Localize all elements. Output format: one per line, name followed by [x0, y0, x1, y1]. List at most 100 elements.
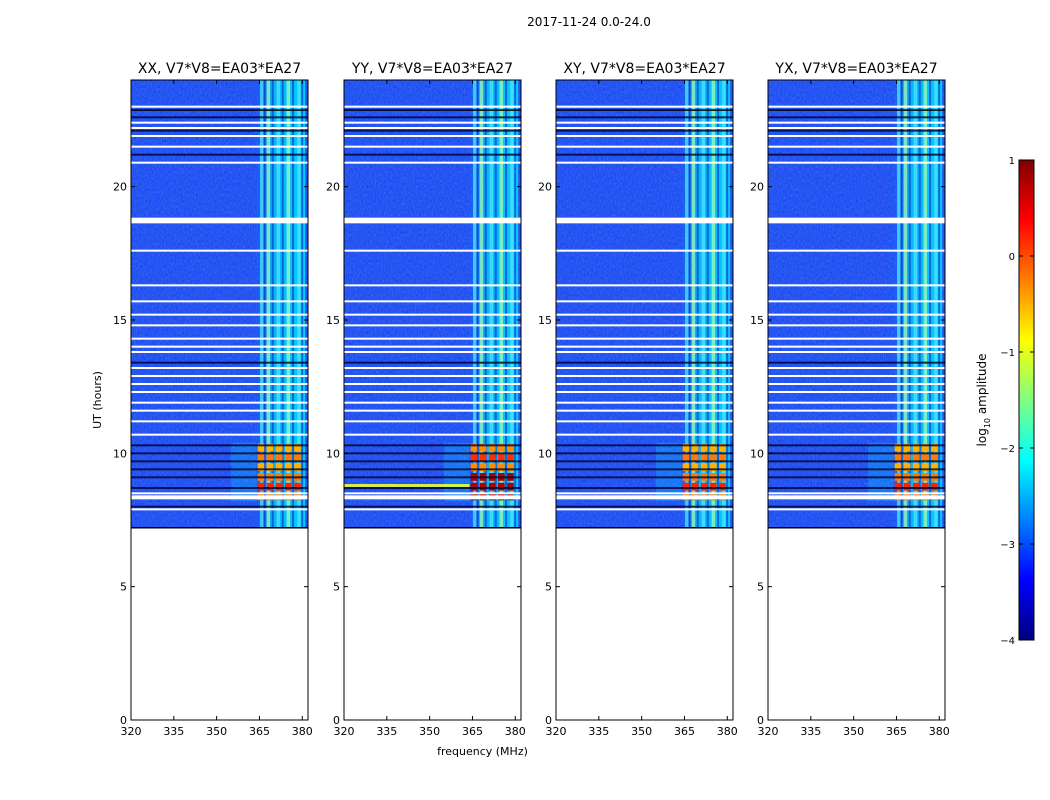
x-tick-label: 320 [121, 725, 142, 738]
rfi-cell [912, 482, 920, 491]
band-stripe [685, 80, 689, 528]
flagged-blank-row [556, 105, 733, 108]
flagged-dark-row [131, 129, 308, 132]
rfi-cell [470, 453, 478, 462]
rfi-cell [700, 443, 708, 452]
flagged-blank-row [556, 508, 733, 511]
band-gap [263, 80, 266, 528]
flagged-blank-row [768, 217, 945, 220]
flagged-blank-row [556, 284, 733, 287]
y-tick-label: 0 [757, 714, 764, 727]
flagged-blank-row [768, 284, 945, 287]
data-top-line [556, 109, 733, 111]
colorbar-tick-label: −3 [1000, 540, 1015, 551]
rfi-cell [691, 463, 699, 471]
band-gap [505, 80, 508, 528]
rfi-cell [275, 463, 283, 471]
flagged-blank-row [556, 420, 733, 423]
flagged-blank-row [131, 420, 308, 423]
flagged-blank-row [131, 391, 308, 393]
x-tick-label: 365 [249, 725, 270, 738]
flagged-blank-row [131, 313, 308, 316]
flagged-blank-row [768, 249, 945, 252]
band-gap [494, 80, 497, 528]
flagged-blank-row [344, 300, 521, 303]
flagged-blank-row [131, 492, 308, 495]
flagged-dark-row [768, 505, 945, 508]
y-tick-label: 5 [120, 581, 127, 594]
flagged-blank-row [131, 127, 308, 129]
flagged-dark-row [131, 361, 308, 364]
flagged-blank-row [131, 337, 308, 340]
flagged-blank-row [344, 324, 521, 327]
rfi-cell [257, 463, 265, 471]
rfi-cell [498, 463, 505, 471]
y-tick-label: 15 [538, 314, 552, 327]
colorbar-label-sub: 10 [983, 418, 992, 428]
data-top-line [344, 109, 521, 111]
rfi-cell [266, 463, 274, 471]
flagged-blank-row [344, 383, 521, 385]
rfi-cell [912, 443, 920, 452]
y-tick-label: 20 [538, 181, 552, 194]
band-gap [301, 80, 304, 528]
rfi-cell [257, 453, 265, 462]
x-axis-label: frequency (MHz) [437, 745, 528, 758]
y-tick-label: 15 [750, 314, 764, 327]
panel-frame [130, 79, 309, 721]
flagged-dark-row [768, 361, 945, 364]
flagged-blank-row [344, 351, 521, 353]
flagged-blank-row [556, 135, 733, 137]
panel-title: YX, V7*V8=EA03*EA27 [774, 61, 937, 77]
x-tick-label: 335 [800, 725, 821, 738]
rfi-cell [710, 453, 717, 462]
flagged-dark-row [344, 468, 521, 471]
flagged-blank-row [344, 433, 521, 436]
flagged-dark-row [131, 116, 308, 119]
rfi-cell [266, 453, 274, 462]
rfi-cell [507, 463, 514, 471]
rfi-cell [294, 482, 301, 491]
rfi-cell [488, 482, 496, 491]
band-stripe [897, 80, 901, 528]
y-tick-label: 10 [326, 447, 340, 460]
rfi-cell [285, 463, 292, 471]
colorbar-tick-label: −1 [1000, 348, 1015, 359]
rfi-cell [470, 463, 478, 471]
rfi-cell [719, 482, 726, 491]
flagged-blank-row [131, 145, 308, 148]
rfi-cell [719, 443, 726, 452]
panel-frame [767, 79, 946, 721]
flagged-dark-row [556, 129, 733, 132]
rfi-cell [285, 453, 292, 462]
flagged-blank-row [556, 161, 733, 164]
rfi-cell [470, 443, 478, 452]
flagged-blank-row [131, 217, 308, 220]
x-tick-label: 365 [674, 725, 695, 738]
flagged-blank-row [768, 508, 945, 511]
y-tick-label: 20 [113, 181, 127, 194]
flagged-dark-row [556, 153, 733, 156]
rfi-cell [682, 453, 690, 462]
flagged-blank-row [768, 337, 945, 340]
rfi-cell [682, 482, 690, 491]
panel-title: XX, V7*V8=EA03*EA27 [138, 61, 301, 77]
flagged-blank-row [131, 135, 308, 137]
flagged-blank-row [344, 161, 521, 164]
flagged-dark-row [556, 476, 733, 479]
band-stripe [479, 80, 484, 528]
rfi-cell [479, 443, 487, 452]
flagged-blank-row [344, 337, 521, 340]
flagged-dark-row [556, 460, 733, 463]
x-tick-label: 350 [206, 725, 227, 738]
flagged-blank-row [556, 495, 733, 500]
rfi-cell [931, 443, 938, 452]
flagged-blank-row [131, 121, 308, 124]
band-stripe [691, 80, 696, 528]
flagged-dark-row [131, 476, 308, 479]
panel-2: 320 335 350 365 380 0 5 10 15 20 XY, V7*V8=EA03*EA… [538, 61, 738, 738]
flagged-blank-row [344, 508, 521, 511]
flagged-blank-row [768, 492, 945, 495]
rfi-cell [700, 482, 708, 491]
